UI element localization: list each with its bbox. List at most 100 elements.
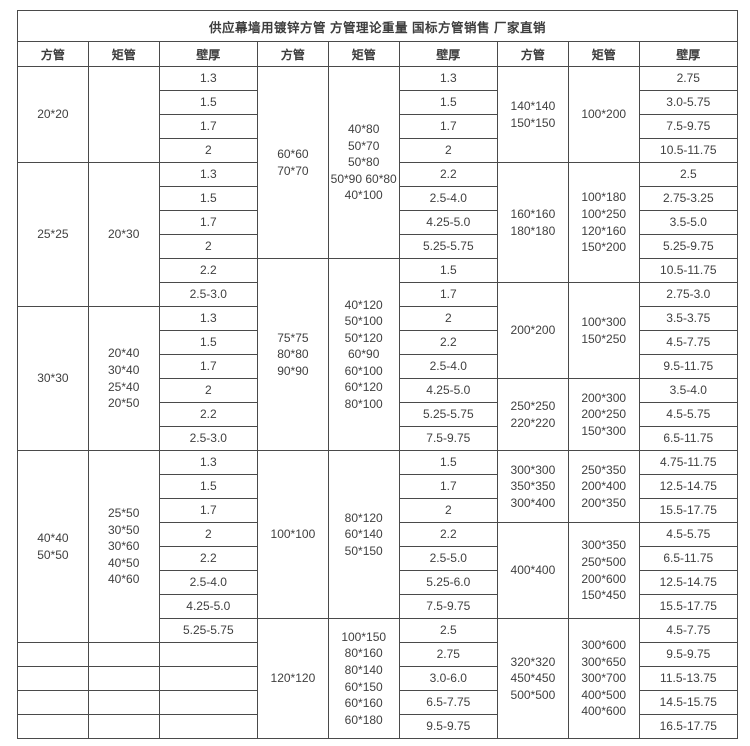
thickness-cell: 1.5 (158, 330, 259, 355)
spec-row: 75*75 80*80 90*90 40*120 50*100 50*120 60… (257, 258, 499, 451)
spec-row (17, 642, 259, 667)
thickness-cell: 4.5-5.75 (638, 522, 739, 547)
thickness-cell: 2 (398, 306, 499, 331)
header-rect-tube: 矩管 (327, 41, 400, 67)
spec-row: 2.75 (258, 642, 499, 667)
header-row: 方管 矩管 壁厚 (17, 41, 259, 67)
spec-row: 7.5-9.75 (498, 114, 739, 139)
spec-row: 4.25-5.0 (258, 210, 499, 235)
square-tube-cell-empty (17, 642, 89, 667)
thickness-cell: 2.5-5.0 (398, 546, 499, 571)
square-tube-cell: 120*120 (257, 618, 329, 739)
table-column-groups: 方管 矩管 壁厚 20*20 1.3 1.5 1.7 2 25*25 20*30 1.3 1.5 1.7… (17, 41, 739, 739)
spec-row: 1.7 (18, 498, 259, 523)
square-tube-cell: 400*400 (497, 522, 569, 619)
thickness-cell: 4.25-5.0 (158, 594, 259, 619)
spec-row: 5.25-9.75 (498, 234, 739, 259)
square-tube-cell: 300*300 350*350 300*400 (497, 450, 569, 523)
thickness-cell: 5.25-5.75 (398, 402, 499, 427)
square-tube-cell-empty (17, 666, 89, 691)
rect-tube-cell-empty (87, 714, 160, 739)
spec-row: 5.25-6.0 (258, 570, 499, 595)
rect-tube-cell: 300*350 250*500 200*600 150*450 (567, 522, 640, 619)
thickness-cell: 10.5-11.75 (638, 258, 739, 283)
thickness-cell: 5.25-5.75 (158, 618, 259, 643)
thickness-cell: 2.5-4.0 (398, 186, 499, 211)
rect-tube-cell: 100*180 100*250 120*160 150*200 (567, 162, 640, 283)
square-tube-cell-empty (17, 690, 89, 715)
thickness-cell: 2.2 (398, 330, 499, 355)
square-tube-cell: 25*25 (17, 162, 89, 307)
square-tube-cell: 20*20 (17, 66, 89, 163)
rect-tube-cell: 25*50 30*50 30*60 40*50 40*60 (87, 450, 160, 643)
thickness-cell: 2 (398, 138, 499, 163)
spec-row: 12.5-14.75 (498, 570, 739, 595)
header-row: 方管 矩管 壁厚 (497, 41, 739, 67)
rect-tube-cell: 200*300 200*250 150*300 (567, 378, 640, 451)
rect-tube-cell: 40*80 50*70 50*80 50*90 60*80 40*100 (327, 66, 400, 259)
column-group-1: 方管 矩管 壁厚 20*20 1.3 1.5 1.7 2 25*25 20*30 1.3 1.5 1.7… (17, 41, 259, 739)
spec-row: 4.25-5.0 (258, 378, 499, 403)
square-tube-cell: 320*320 450*450 500*500 (497, 618, 569, 739)
square-tube-cell-empty (17, 714, 89, 739)
spec-row (17, 666, 259, 691)
thickness-cell: 1.3 (158, 162, 259, 187)
thickness-cell: 7.5-9.75 (398, 594, 499, 619)
spec-row: 2.2 (18, 402, 259, 427)
header-rect-tube: 矩管 (87, 41, 160, 67)
thickness-cell: 2.75 (398, 642, 499, 667)
header-row: 方管 矩管 壁厚 (257, 41, 499, 67)
spec-row: 20*20 1.3 (17, 66, 259, 163)
thickness-cell: 1.7 (398, 474, 499, 499)
thickness-cell: 1.5 (158, 474, 259, 499)
thickness-cell: 1.5 (158, 186, 259, 211)
square-tube-cell: 140*140 150*150 (497, 66, 569, 163)
spec-row: 2.2 (258, 522, 499, 547)
thickness-cell: 3.0-5.75 (638, 90, 739, 115)
thickness-cell: 4.5-5.75 (638, 402, 739, 427)
spec-row: 1.7 (18, 210, 259, 235)
spec-row: 2.2 (258, 162, 499, 187)
header-wall-thickness: 壁厚 (398, 41, 499, 67)
thickness-cell: 4.5-7.75 (638, 330, 739, 355)
thickness-cell: 12.5-14.75 (638, 474, 739, 499)
thickness-cell: 2.2 (158, 258, 259, 283)
spec-row: 2.2 (18, 258, 259, 283)
square-tube-cell: 250*250 220*220 (497, 378, 569, 451)
square-tube-cell: 60*60 70*70 (257, 66, 329, 259)
rect-tube-cell: 40*120 50*100 50*120 60*90 60*100 60*120… (327, 258, 400, 451)
thickness-cell: 2 (158, 378, 259, 403)
spec-row: 2.5-3.0 (18, 282, 259, 307)
spec-row: 3.5-5.0 (498, 210, 739, 235)
spec-row: 3.0-6.0 (258, 666, 499, 691)
spec-row: 300*300 350*350 300*400 250*350 200*400 2… (497, 450, 739, 523)
spec-row: 1.5 (18, 90, 259, 115)
header-square-tube: 方管 (257, 41, 329, 67)
spec-row: 2 (258, 138, 499, 163)
header-wall-thickness: 壁厚 (638, 41, 739, 67)
table-title: 供应幕墙用镀锌方管 方管理论重量 国标方管销售 厂家直销 (17, 10, 738, 41)
thickness-cell: 2 (158, 522, 259, 547)
spec-row: 2.5-4.0 (258, 186, 499, 211)
square-tube-cell: 40*40 50*50 (17, 450, 89, 643)
spec-table: 供应幕墙用镀锌方管 方管理论重量 国标方管销售 厂家直销 方管 矩管 壁厚 20*20… (17, 10, 739, 739)
thickness-cell: 3.5-3.75 (638, 306, 739, 331)
rect-tube-cell: 80*120 60*140 50*150 (327, 450, 400, 619)
thickness-cell: 4.25-5.0 (398, 378, 499, 403)
spec-row: 9.5-9.75 (498, 642, 739, 667)
spec-row: 5.25-5.75 (258, 402, 499, 427)
thickness-cell (158, 714, 259, 739)
rect-tube-cell: 20*30 (87, 162, 160, 307)
spec-row: 200*200 100*300 150*250 2.75-3.0 (497, 282, 739, 379)
spec-row: 25*25 20*30 1.3 (17, 162, 259, 307)
rect-tube-cell-empty (87, 690, 160, 715)
spec-row: 9.5-11.75 (498, 354, 739, 379)
spec-row: 7.5-9.75 (258, 594, 499, 619)
spec-row: 30*30 20*40 30*40 25*40 20*50 1.3 (17, 306, 259, 451)
spec-row: 16.5-17.75 (498, 714, 739, 739)
thickness-cell: 1.7 (398, 114, 499, 139)
thickness-cell: 5.25-6.0 (398, 570, 499, 595)
thickness-cell: 3.5-5.0 (638, 210, 739, 235)
thickness-cell: 1.3 (158, 66, 259, 91)
rect-tube-cell: 100*150 80*160 80*140 60*150 60*160 60*1… (327, 618, 400, 739)
